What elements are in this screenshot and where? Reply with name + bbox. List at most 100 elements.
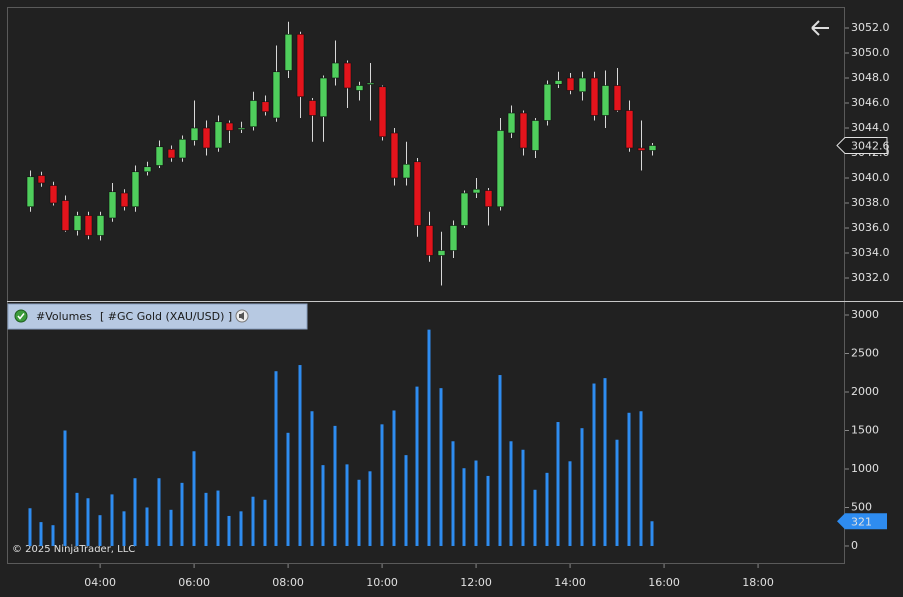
volume-bar xyxy=(169,509,173,546)
last-volume-tag xyxy=(837,513,887,530)
volume-bar xyxy=(75,492,79,546)
candle-body xyxy=(296,33,305,98)
volume-bar xyxy=(345,464,349,546)
volume-bar xyxy=(157,478,161,546)
enabled-icon[interactable] xyxy=(14,309,28,323)
volume-bar xyxy=(650,521,654,546)
volume-bar xyxy=(28,508,32,546)
candle-body xyxy=(73,215,82,231)
candle-body xyxy=(460,192,469,226)
y-tick-label: 3046.0 xyxy=(851,96,890,109)
candle-body xyxy=(284,33,293,71)
last-volume-label: 321 xyxy=(851,515,872,528)
volume-bar xyxy=(227,515,231,546)
volume-bar xyxy=(239,511,243,546)
indicator-legend[interactable] xyxy=(7,303,308,330)
back-arrow[interactable] xyxy=(811,20,829,36)
candle-body xyxy=(319,77,328,118)
volume-bar xyxy=(298,365,302,546)
candle-body xyxy=(496,130,505,208)
candle-body xyxy=(131,171,140,208)
volume-bar xyxy=(39,522,43,546)
candle-body xyxy=(355,85,364,91)
x-tick-label: 16:00 xyxy=(648,576,680,589)
y-tick-label: 3000 xyxy=(851,308,879,321)
volume-bar xyxy=(627,412,631,546)
x-tick-label: 12:00 xyxy=(460,576,492,589)
candle-body xyxy=(449,225,458,251)
candle-body xyxy=(202,127,211,149)
speaker-glyph xyxy=(239,312,244,320)
candle-body xyxy=(120,192,129,208)
candle-body xyxy=(613,85,622,111)
candle-body xyxy=(225,122,234,131)
candle-body xyxy=(566,77,575,91)
candle-body xyxy=(343,62,352,89)
candle-body xyxy=(543,83,552,121)
candle-body xyxy=(272,71,281,119)
check-mark xyxy=(17,313,25,320)
last-price-tag xyxy=(836,137,888,154)
candle-body xyxy=(96,215,105,236)
candle-body xyxy=(108,191,117,219)
volume-bar xyxy=(486,475,490,546)
x-tick-label: 04:00 xyxy=(84,576,116,589)
candle-body xyxy=(237,127,246,130)
candle-body xyxy=(249,100,258,128)
volume-bar xyxy=(122,511,126,546)
candle-body xyxy=(413,161,422,226)
volume-bar xyxy=(204,492,208,546)
candle-body xyxy=(214,121,223,149)
volume-bar xyxy=(462,468,466,546)
candle-body xyxy=(390,132,399,179)
volume-bar xyxy=(592,383,596,546)
candle-body xyxy=(402,163,411,179)
y-tick-label: 500 xyxy=(851,500,872,513)
volume-bar xyxy=(439,388,443,546)
y-tick-label: 3036.0 xyxy=(851,221,890,234)
y-tick-label: 2000 xyxy=(851,385,879,398)
volume-bar xyxy=(133,478,137,546)
candle-body xyxy=(437,250,446,256)
volume-bar xyxy=(521,449,525,546)
candle-body xyxy=(308,100,317,116)
volume-bar xyxy=(145,507,149,546)
candle-body xyxy=(261,101,270,113)
volume-bar xyxy=(639,411,643,546)
y-tick-label: 3040.0 xyxy=(851,171,890,184)
candle-body xyxy=(484,190,493,208)
candle-body xyxy=(425,225,434,256)
volume-bar xyxy=(580,428,584,546)
x-tick-label: 06:00 xyxy=(178,576,210,589)
volume-bar xyxy=(333,425,337,546)
instrument-name: [ #GC Gold (XAU/USD) ] xyxy=(100,310,232,323)
volume-bar xyxy=(51,525,55,546)
y-tick-label: 3052.0 xyxy=(851,21,890,34)
x-tick-label: 08:00 xyxy=(272,576,304,589)
candle-body xyxy=(155,146,164,166)
volume-bar xyxy=(380,424,384,546)
y-tick-label: 3048.0 xyxy=(851,71,890,84)
candle-body xyxy=(590,77,599,116)
y-tick-label: 1500 xyxy=(851,423,879,436)
volume-bar xyxy=(568,461,572,546)
volume-bar xyxy=(556,422,560,546)
candle-body xyxy=(61,200,70,231)
candle-body xyxy=(26,176,35,208)
candle-body xyxy=(190,127,199,141)
volume-bar xyxy=(451,441,455,546)
candle-body xyxy=(167,148,176,159)
indicator-name: #Volumes xyxy=(36,310,92,323)
candle-body xyxy=(49,185,58,204)
last-price-label: 3042.6 xyxy=(851,140,890,153)
volume-bar xyxy=(98,515,102,546)
volume-bar xyxy=(603,378,607,546)
candle-body xyxy=(648,145,657,151)
candle-body xyxy=(472,188,481,194)
volume-bar xyxy=(86,498,90,546)
volume-bar xyxy=(286,432,290,546)
volume-bar xyxy=(427,329,431,546)
y-tick-label: 1000 xyxy=(851,462,879,475)
y-tick-label: 3032.0 xyxy=(851,271,890,284)
